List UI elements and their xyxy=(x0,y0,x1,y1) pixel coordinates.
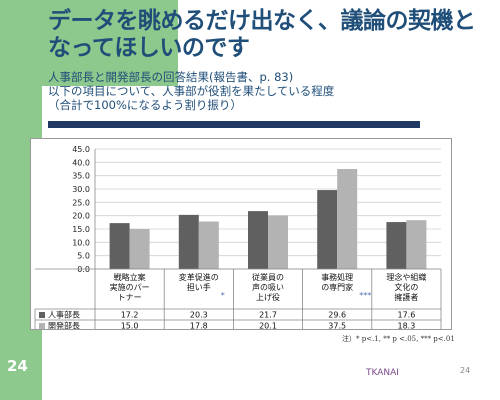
category-label: 戦略立案 xyxy=(114,272,146,282)
subtitle-line-1: 人事部長と開発部長の回答結果(報告書、p. 83) xyxy=(48,70,294,84)
significance-note: 注）* p<.1, ** p <.05, *** p<.01 xyxy=(342,335,455,343)
subtitle-line-2: 以下の項目について、人事部が役割を果たしている程度 xyxy=(48,84,335,98)
footer-page-number: 24 xyxy=(460,366,471,375)
footer-author: TKANAI xyxy=(366,368,399,378)
title-divider xyxy=(48,121,420,128)
data-label: 17.8 xyxy=(190,322,208,330)
category-label: 理念や組織 xyxy=(386,272,426,282)
slide-number: 24 xyxy=(7,357,28,375)
bar-series1 xyxy=(317,190,338,269)
category-label: 文化の xyxy=(394,282,418,292)
bar-series2 xyxy=(198,221,219,269)
bar-series2 xyxy=(129,229,150,269)
y-tick-label: 45.0 xyxy=(72,145,90,154)
legend-label: 人事部長 xyxy=(48,310,80,320)
bar-series2 xyxy=(406,220,427,269)
bar-series1 xyxy=(109,223,130,269)
data-label: 17.2 xyxy=(121,311,139,320)
y-tick-label: 0.0 xyxy=(77,265,90,274)
y-tick-label: 25.0 xyxy=(72,198,90,207)
data-label: 17.6 xyxy=(397,311,415,320)
data-label: 15.0 xyxy=(121,322,139,330)
data-label: 20.1 xyxy=(259,322,277,330)
legend-label: 開発部長 xyxy=(48,321,80,330)
top-accent-band xyxy=(42,0,178,86)
legend-swatch xyxy=(39,312,45,318)
category-label: の専門家 xyxy=(321,282,353,292)
bar-series1 xyxy=(248,211,268,269)
y-tick-label: 40.0 xyxy=(72,158,90,167)
category-label: 変革促進の xyxy=(179,272,219,282)
data-label: 18.3 xyxy=(397,322,415,330)
chart-canvas: 0.0 5.0 10.0 15.0 20.0 25.0 30.0 35.0 40.0 45.0 戦略… xyxy=(34,145,442,330)
data-label: 37.5 xyxy=(328,322,346,330)
y-tick-label: 5.0 xyxy=(77,252,90,261)
bar-series2 xyxy=(337,169,358,269)
bar-chart: 0.0 5.0 10.0 15.0 20.0 25.0 30.0 35.0 40.0 45.0 戦略… xyxy=(30,138,452,330)
significance-mark: *** xyxy=(359,291,371,300)
bar-series1 xyxy=(178,214,199,269)
category-label: 事務処理 xyxy=(321,272,353,282)
y-tick-label: 15.0 xyxy=(72,225,90,234)
y-tick-label: 20.0 xyxy=(72,212,90,221)
legend-swatch xyxy=(39,323,45,329)
category-label: 上げ役 xyxy=(256,292,280,302)
category-label: 実施のパー xyxy=(110,282,150,292)
category-label: 声の吸い xyxy=(252,282,284,292)
slide-title: データを眺めるだけ出なく、議論の契機となってほしいのです xyxy=(48,8,476,61)
data-label: 29.6 xyxy=(328,311,346,320)
bar-series1 xyxy=(386,222,407,269)
significance-mark: * xyxy=(221,291,225,300)
category-label: 擁護者 xyxy=(394,292,418,302)
bar-series2 xyxy=(268,215,288,269)
subtitle-line-3: （合計で100%になるよう割り振り） xyxy=(48,98,242,112)
data-label: 20.3 xyxy=(190,311,208,320)
y-tick-label: 10.0 xyxy=(72,238,90,247)
y-tick-label: 30.0 xyxy=(72,185,90,194)
category-label: トナー xyxy=(118,293,142,302)
data-label: 21.7 xyxy=(259,311,277,320)
category-label: 担い手 xyxy=(187,282,211,292)
category-label: 従業員の xyxy=(252,272,284,282)
y-tick-label: 35.0 xyxy=(72,172,90,181)
